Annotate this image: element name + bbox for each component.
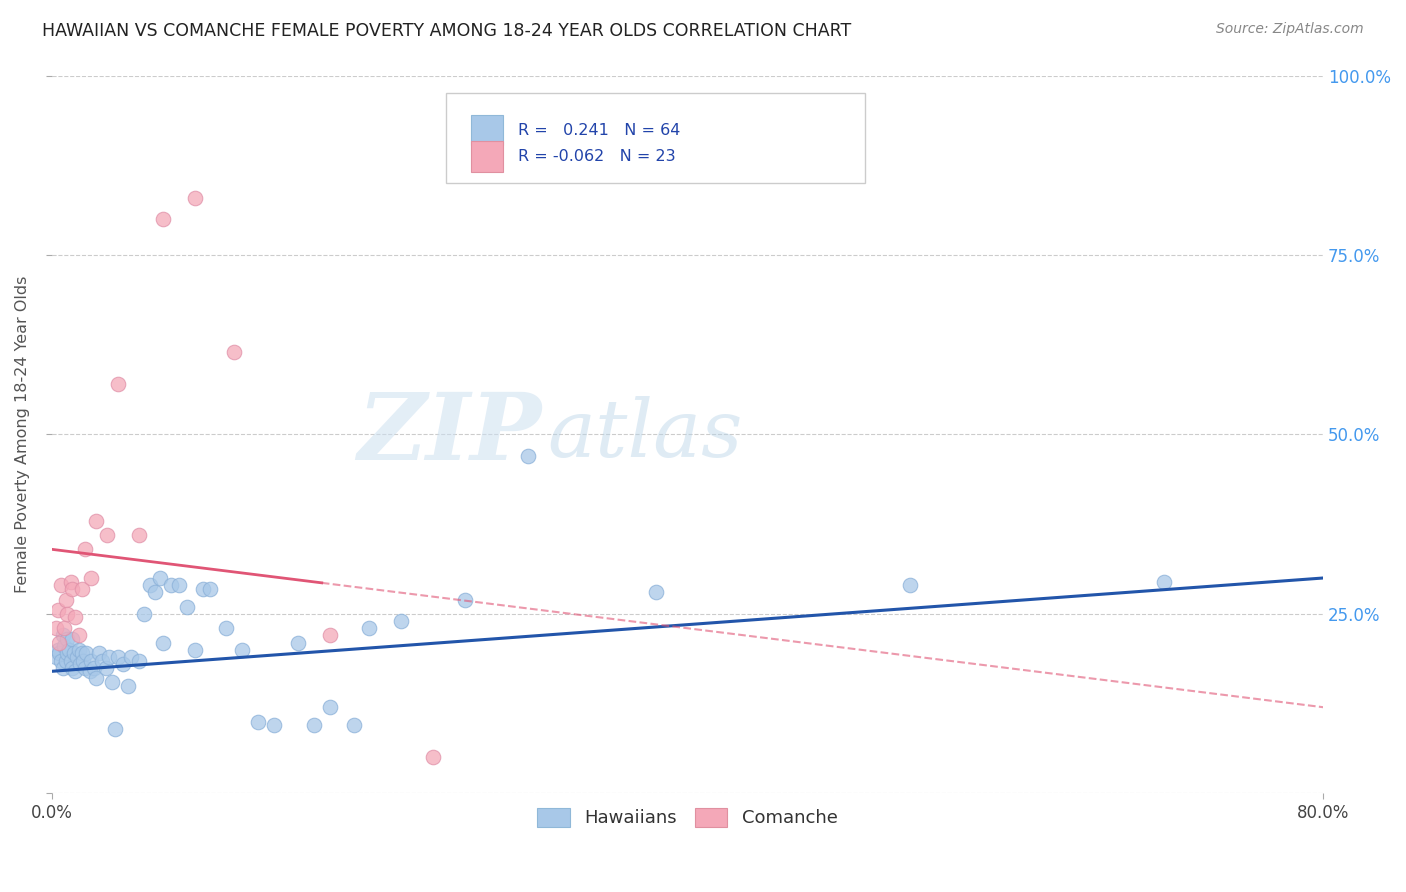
- Point: [59, 654, 82, 668]
- Point: [55, 592, 77, 607]
- Point: [143, 585, 166, 599]
- Point: [60, 661, 83, 675]
- Point: [83, 661, 105, 675]
- Point: [107, 650, 129, 665]
- Point: [898, 578, 921, 592]
- Point: [120, 650, 142, 665]
- Point: [302, 718, 325, 732]
- Point: [183, 642, 205, 657]
- Point: [46, 603, 69, 617]
- Point: [53, 621, 76, 635]
- Point: [56, 632, 79, 646]
- FancyBboxPatch shape: [471, 142, 503, 171]
- Point: [56, 607, 79, 621]
- Point: [176, 599, 198, 614]
- Text: R =   0.241   N = 64: R = 0.241 N = 64: [519, 122, 681, 137]
- Point: [73, 661, 96, 675]
- Point: [139, 578, 162, 592]
- Point: [53, 639, 76, 653]
- Point: [128, 654, 150, 668]
- Point: [517, 449, 540, 463]
- Text: Source: ZipAtlas.com: Source: ZipAtlas.com: [1216, 22, 1364, 37]
- Point: [56, 646, 79, 660]
- Legend: Hawaiians, Comanche: Hawaiians, Comanche: [530, 801, 845, 835]
- Point: [69, 657, 91, 672]
- Point: [79, 665, 101, 679]
- Point: [70, 582, 93, 596]
- Point: [97, 650, 120, 665]
- Point: [96, 528, 118, 542]
- Point: [422, 750, 444, 764]
- Point: [65, 665, 87, 679]
- Point: [52, 661, 75, 675]
- Point: [152, 635, 174, 649]
- Point: [454, 592, 477, 607]
- Point: [72, 654, 94, 668]
- Point: [247, 714, 270, 729]
- Point: [46, 642, 69, 657]
- Point: [318, 628, 340, 642]
- Point: [62, 646, 84, 660]
- Point: [52, 628, 75, 642]
- Point: [200, 582, 222, 596]
- Point: [1153, 574, 1175, 589]
- Point: [66, 650, 89, 665]
- Point: [104, 722, 127, 736]
- Point: [159, 578, 181, 592]
- Point: [112, 657, 135, 672]
- Point: [94, 661, 117, 675]
- Point: [58, 642, 80, 657]
- Point: [149, 571, 172, 585]
- Point: [76, 646, 98, 660]
- Point: [183, 190, 205, 204]
- Point: [389, 614, 412, 628]
- Point: [60, 582, 83, 596]
- Y-axis label: Female Poverty Among 18-24 Year Olds: Female Poverty Among 18-24 Year Olds: [15, 276, 30, 593]
- FancyBboxPatch shape: [446, 94, 865, 183]
- Point: [167, 578, 190, 592]
- Point: [152, 212, 174, 227]
- Point: [342, 718, 364, 732]
- Point: [55, 654, 77, 668]
- Point: [67, 642, 90, 657]
- Point: [48, 635, 70, 649]
- Point: [215, 621, 238, 635]
- Text: R = -0.062   N = 23: R = -0.062 N = 23: [519, 149, 676, 164]
- Point: [84, 672, 107, 686]
- Point: [45, 621, 67, 635]
- Point: [231, 642, 253, 657]
- Point: [45, 650, 67, 665]
- Point: [191, 582, 214, 596]
- Point: [67, 628, 90, 642]
- Point: [89, 646, 111, 660]
- Point: [263, 718, 285, 732]
- Text: atlas: atlas: [547, 396, 742, 473]
- Point: [84, 514, 107, 528]
- Point: [359, 621, 381, 635]
- Text: ZIP: ZIP: [357, 390, 541, 479]
- Point: [224, 344, 246, 359]
- Point: [644, 585, 666, 599]
- Point: [80, 571, 103, 585]
- Text: HAWAIIAN VS COMANCHE FEMALE POVERTY AMONG 18-24 YEAR OLDS CORRELATION CHART: HAWAIIAN VS COMANCHE FEMALE POVERTY AMON…: [42, 22, 852, 40]
- Point: [49, 654, 72, 668]
- Point: [73, 542, 96, 557]
- Point: [60, 632, 83, 646]
- Point: [117, 679, 139, 693]
- Point: [287, 635, 309, 649]
- Point: [318, 700, 340, 714]
- Point: [49, 578, 72, 592]
- Point: [128, 528, 150, 542]
- Point: [59, 574, 82, 589]
- FancyBboxPatch shape: [471, 115, 503, 145]
- Point: [70, 646, 93, 660]
- Point: [48, 646, 70, 660]
- Point: [80, 654, 103, 668]
- Point: [107, 377, 129, 392]
- Point: [91, 654, 114, 668]
- Point: [101, 675, 124, 690]
- Point: [132, 607, 155, 621]
- Point: [65, 610, 87, 624]
